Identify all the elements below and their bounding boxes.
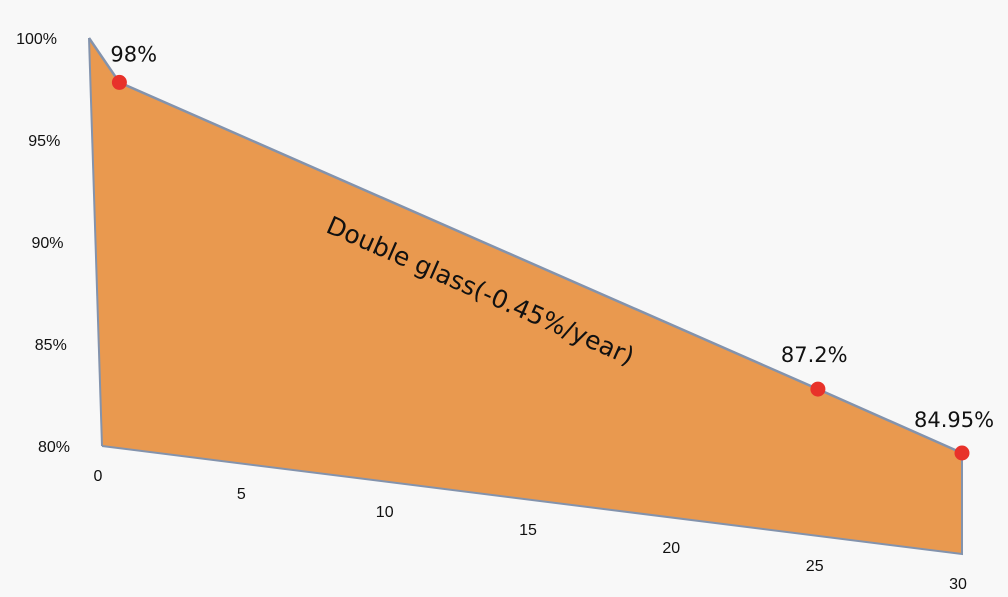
x-axis-line — [101, 445, 963, 556]
data-marker — [111, 74, 127, 90]
data-marker — [954, 445, 970, 461]
area-fill — [89, 38, 962, 554]
x-tick-label: 30 — [949, 576, 967, 593]
y-tick-label: 95% — [28, 133, 60, 150]
y-tick-label: 90% — [31, 235, 63, 252]
y-tick-label: 85% — [35, 337, 67, 354]
data-marker — [810, 381, 826, 397]
data-label: 84.95% — [914, 408, 994, 432]
data-label: 98% — [110, 42, 157, 66]
y-tick-label: 100% — [16, 31, 57, 48]
data-label: 87.2% — [781, 343, 848, 367]
x-tick-label: 25 — [806, 558, 824, 575]
x-axis-ticks: 0 5 10 15 20 25 30 — [94, 468, 967, 593]
data-labels: 98% 87.2% 84.95% — [110, 42, 994, 432]
x-tick-label: 15 — [519, 522, 537, 539]
x-tick-label: 10 — [376, 504, 394, 521]
data-markers — [111, 74, 970, 461]
left-edge-line — [88, 37, 103, 447]
x-tick-label: 0 — [94, 468, 103, 485]
x-tick-label: 5 — [237, 486, 246, 503]
y-axis-ticks: 80% 85% 90% 95% 100% — [16, 31, 70, 456]
y-tick-label: 80% — [38, 439, 70, 456]
series-line — [87, 37, 963, 455]
x-tick-label: 20 — [662, 540, 680, 557]
